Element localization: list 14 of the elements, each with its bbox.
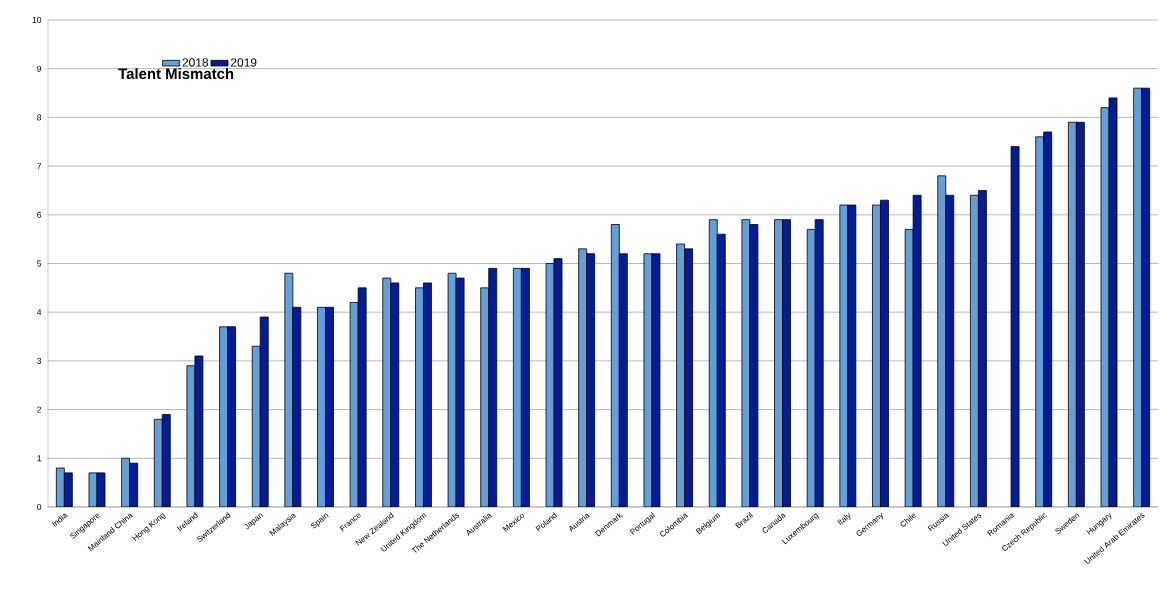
y-tick-label: 1	[37, 455, 42, 462]
legend-label: 2019	[230, 58, 257, 67]
y-tick-label: 4	[36, 309, 42, 316]
y-tick-label: 6	[37, 211, 42, 218]
y-tick-label: 10	[32, 16, 42, 23]
y-tick-label: 0	[37, 503, 42, 510]
y-tick-label: 2	[37, 406, 42, 413]
y-tick-label: 5	[37, 260, 42, 267]
legend-label: 2018	[182, 58, 209, 67]
text: Talent Mismatch	[118, 68, 234, 80]
y-tick-label: 9	[37, 65, 42, 72]
y-tick-label: 3	[37, 357, 42, 364]
y-tick-label: 8	[37, 114, 42, 121]
y-tick-label: 7	[37, 163, 42, 169]
